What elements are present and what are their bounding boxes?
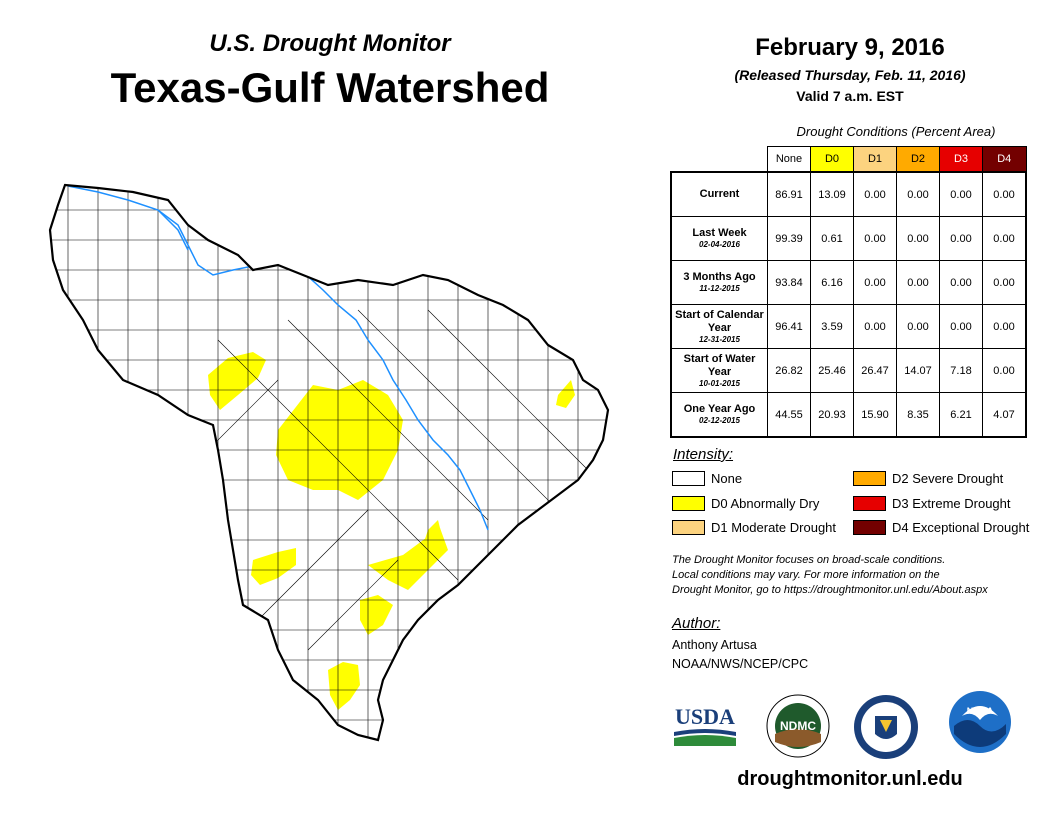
legend-item-d3: D3 Extreme Drought — [853, 496, 1011, 511]
rivers — [67, 185, 489, 531]
table-cell: 7.18 — [939, 348, 983, 393]
legend-swatch — [672, 471, 705, 486]
table-cell: 0.61 — [810, 216, 854, 261]
table-row: Last Week 02-04-2016 99.39 0.61 0.00 0.00… — [670, 216, 1027, 261]
col-header-d0: D0 — [810, 146, 854, 173]
table-cell: 14.07 — [896, 348, 940, 393]
svg-text:USDA: USDA — [675, 704, 735, 729]
table-cell: 93.84 — [767, 260, 811, 305]
map-title: Texas-Gulf Watershed — [110, 64, 550, 111]
table-row: Start of Water Year 10-01-2015 26.82 25.4… — [670, 348, 1027, 393]
col-header-none: None — [767, 146, 811, 173]
table-cell: 26.47 — [853, 348, 897, 393]
table-cell: 0.00 — [982, 348, 1027, 393]
table-row: One Year Ago 02-12-2015 44.55 20.93 15.90… — [670, 392, 1027, 438]
table-cell: 6.21 — [939, 392, 983, 438]
svg-text:NDMC: NDMC — [780, 719, 816, 733]
author-org: NOAA/NWS/NCEP/CPC — [672, 657, 809, 671]
col-header-d2: D2 — [896, 146, 940, 173]
legend-swatch — [853, 520, 886, 535]
legend-item-none: None — [672, 471, 742, 486]
col-header-d1: D1 — [853, 146, 897, 173]
row-label: Start of Calendar Year 12-31-2015 — [670, 304, 768, 349]
table-cell: 6.16 — [810, 260, 854, 305]
release-date: (Released Thursday, Feb. 11, 2016) — [734, 67, 966, 83]
col-header-d3: D3 — [939, 146, 983, 173]
table-cell: 0.00 — [982, 216, 1027, 261]
table-cell: 96.41 — [767, 304, 811, 349]
table-cell: 25.46 — [810, 348, 854, 393]
table-row: Start of Calendar Year 12-31-2015 96.41 3… — [670, 304, 1027, 349]
row-label: Start of Water Year 10-01-2015 — [670, 348, 768, 393]
drought-conditions-table: None D0 D1 D2 D3 D4 Current 86.91 13.09 … — [670, 146, 1027, 438]
table-cell: 0.00 — [982, 171, 1027, 217]
row-label: 3 Months Ago 11-12-2015 — [670, 260, 768, 305]
valid-time: Valid 7 a.m. EST — [796, 88, 904, 104]
table-cell: 0.00 — [982, 260, 1027, 305]
legend-swatch — [672, 496, 705, 511]
table-cell: 0.00 — [853, 260, 897, 305]
legend-item-d0: D0 Abnormally Dry — [672, 496, 819, 511]
row-label: One Year Ago 02-12-2015 — [670, 392, 768, 438]
table-cell: 86.91 — [767, 171, 811, 217]
table-cell: 0.00 — [896, 171, 940, 217]
legend-item-d4: D4 Exceptional Drought — [853, 520, 1029, 535]
footer-url[interactable]: droughtmonitor.unl.edu — [737, 768, 963, 790]
table-cell: 0.00 — [896, 304, 940, 349]
usda-logo: USDA — [672, 700, 738, 748]
table-cell: 3.59 — [810, 304, 854, 349]
noaa-logo: NOAA — [948, 690, 1012, 754]
table-row: 3 Months Ago 11-12-2015 93.84 6.16 0.00 0… — [670, 260, 1027, 305]
col-header-d4: D4 — [982, 146, 1027, 173]
doc-seal-logo — [853, 694, 919, 760]
table-cell: 0.00 — [853, 216, 897, 261]
svg-text:NOAA: NOAA — [967, 706, 994, 716]
table-cell: 0.00 — [939, 216, 983, 261]
watershed-boundary — [48, 183, 610, 742]
table-cell: 0.00 — [896, 260, 940, 305]
table-cell: 0.00 — [853, 304, 897, 349]
table-cell: 26.82 — [767, 348, 811, 393]
row-label: Current — [670, 171, 768, 217]
legend-item-d2: D2 Severe Drought — [853, 471, 1003, 486]
table-cell: 4.07 — [982, 392, 1027, 438]
ndmc-logo: NDMC — [766, 694, 830, 758]
drought-map — [48, 183, 610, 742]
legend-swatch — [672, 520, 705, 535]
legend-swatch — [853, 496, 886, 511]
table-cell: 8.35 — [896, 392, 940, 438]
table-caption: Drought Conditions (Percent Area) — [796, 124, 996, 139]
table-cell: 0.00 — [853, 171, 897, 217]
table-cell: 0.00 — [896, 216, 940, 261]
table-cell: 20.93 — [810, 392, 854, 438]
map-date: February 9, 2016 — [755, 34, 945, 61]
county-layer — [50, 185, 608, 740]
legend-title: Intensity: — [673, 446, 734, 463]
legend-swatch — [853, 471, 886, 486]
table-cell: 44.55 — [767, 392, 811, 438]
table-cell: 0.00 — [982, 304, 1027, 349]
table-cell: 15.90 — [853, 392, 897, 438]
legend-item-d1: D1 Moderate Drought — [672, 520, 836, 535]
table-cell: 13.09 — [810, 171, 854, 217]
table-cell: 0.00 — [939, 171, 983, 217]
author-label: Author: — [672, 615, 721, 632]
author-name: Anthony Artusa — [672, 638, 757, 652]
drought-monitor-note: The Drought Monitor focuses on broad-sca… — [672, 554, 988, 596]
table-cell: 0.00 — [939, 260, 983, 305]
table-cell: 0.00 — [939, 304, 983, 349]
row-label: Last Week 02-04-2016 — [670, 216, 768, 261]
map-subtitle: U.S. Drought Monitor — [209, 30, 451, 57]
table-row: Current 86.91 13.09 0.00 0.00 0.00 0.00 — [670, 171, 1027, 217]
table-cell: 99.39 — [767, 216, 811, 261]
